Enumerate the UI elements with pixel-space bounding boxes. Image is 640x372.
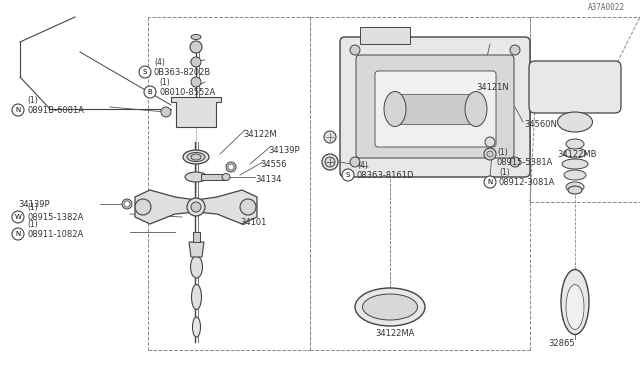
Ellipse shape [191,285,202,310]
Ellipse shape [561,269,589,334]
Ellipse shape [191,256,202,278]
Text: 08912-3081A: 08912-3081A [499,177,556,186]
Text: 34122MB: 34122MB [557,150,596,158]
Circle shape [191,202,201,212]
Text: N: N [15,231,20,237]
Text: 34101: 34101 [240,218,266,227]
Circle shape [226,162,236,172]
Circle shape [144,86,156,98]
Text: 08915-1382A: 08915-1382A [27,212,83,221]
Polygon shape [196,190,257,224]
Circle shape [324,131,336,143]
Circle shape [124,201,130,207]
Circle shape [187,198,205,216]
Text: S: S [346,172,350,178]
Polygon shape [193,232,200,242]
Circle shape [487,151,493,157]
Ellipse shape [566,182,584,192]
Ellipse shape [191,35,201,39]
Text: (1): (1) [497,148,508,157]
FancyBboxPatch shape [375,71,496,147]
Circle shape [510,45,520,55]
Text: 0B363-8202B: 0B363-8202B [154,67,211,77]
Ellipse shape [193,317,200,337]
Ellipse shape [568,186,582,194]
Circle shape [135,199,151,215]
Circle shape [122,199,132,209]
Text: (1): (1) [499,167,509,176]
Circle shape [12,228,24,240]
Text: 08911-1082A: 08911-1082A [27,230,83,238]
Text: (1): (1) [27,219,38,228]
Circle shape [484,148,496,160]
Ellipse shape [465,92,487,126]
Circle shape [191,77,201,87]
Ellipse shape [566,139,584,149]
Polygon shape [360,27,410,44]
Ellipse shape [566,285,584,330]
Ellipse shape [564,148,586,158]
Text: N: N [15,107,20,113]
Polygon shape [171,97,221,127]
Text: N: N [488,179,493,185]
Polygon shape [201,174,226,180]
Text: (4): (4) [154,58,165,67]
Text: A37A0022: A37A0022 [588,3,625,12]
Text: (1): (1) [27,202,38,212]
Circle shape [510,157,520,167]
Ellipse shape [557,112,593,132]
Text: B: B [148,89,152,95]
Circle shape [240,199,256,215]
FancyBboxPatch shape [529,61,621,113]
Text: 34121N: 34121N [476,83,509,92]
Text: (1): (1) [159,77,170,87]
Ellipse shape [187,153,205,161]
FancyBboxPatch shape [340,37,530,177]
Circle shape [12,104,24,116]
Ellipse shape [222,173,230,180]
Text: 34560N: 34560N [524,119,557,128]
Text: 0891B-6081A: 0891B-6081A [27,106,84,115]
Circle shape [342,169,354,181]
Ellipse shape [384,92,406,126]
Circle shape [484,176,496,188]
Ellipse shape [355,288,425,326]
FancyBboxPatch shape [356,55,514,158]
Circle shape [12,211,24,223]
Ellipse shape [191,154,201,160]
Circle shape [228,164,234,170]
Ellipse shape [183,150,209,164]
Ellipse shape [362,294,417,320]
Polygon shape [395,94,476,124]
Ellipse shape [564,170,586,180]
Text: S: S [143,69,147,75]
Text: W: W [15,214,21,220]
Polygon shape [189,242,204,257]
Polygon shape [135,190,196,224]
Circle shape [322,154,338,170]
Text: 08915-5381A: 08915-5381A [497,157,554,167]
Circle shape [325,157,335,167]
Text: 34122MA: 34122MA [375,330,414,339]
Text: (4): (4) [357,160,368,170]
Ellipse shape [562,159,588,169]
Circle shape [190,41,202,53]
Text: 34122M: 34122M [243,129,276,138]
Circle shape [191,57,201,67]
Text: (1): (1) [27,96,38,105]
Circle shape [350,157,360,167]
Ellipse shape [185,172,207,182]
Text: 34556: 34556 [260,160,287,169]
Text: 08010-8552A: 08010-8552A [159,87,215,96]
Circle shape [139,66,151,78]
Circle shape [485,137,495,147]
Circle shape [161,107,171,117]
Text: 34139P: 34139P [268,145,300,154]
Text: 34134: 34134 [255,174,282,183]
Text: 32865: 32865 [548,340,575,349]
Text: 08363-8161D: 08363-8161D [357,170,415,180]
Circle shape [350,45,360,55]
Text: 34139P: 34139P [18,199,50,208]
